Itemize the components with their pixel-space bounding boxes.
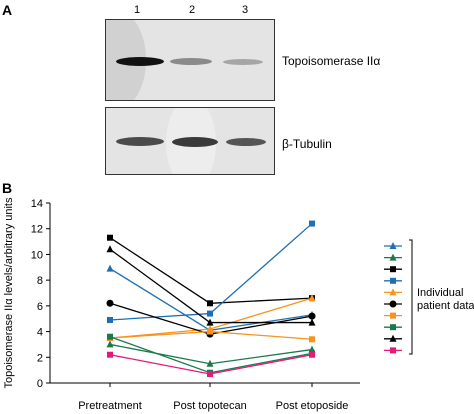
series-4-point (207, 310, 213, 317)
series-1-point (106, 264, 114, 272)
series-7-point (207, 328, 213, 335)
legend-marker-4 (390, 277, 396, 284)
series-3-point (107, 234, 113, 241)
panel-a-label: A (2, 2, 13, 18)
lane-number-1: 1 (133, 4, 141, 16)
topo-band-lane-1 (116, 57, 164, 66)
lane-number-3: 3 (241, 4, 249, 16)
tubulin-label: β-Tubulin (282, 137, 332, 151)
x-category-label: Pretreatment (78, 400, 142, 412)
series-9-point (308, 318, 316, 326)
topoisomerase-blot (105, 19, 275, 101)
legend-marker-7 (390, 312, 396, 319)
y-tick-label: 12 (31, 224, 43, 236)
series-6-point (308, 312, 316, 320)
series-5-point (308, 294, 316, 302)
tubulin-band-lane-3 (226, 138, 266, 146)
legend-marker-10 (390, 347, 396, 354)
y-tick-label: 4 (37, 327, 43, 339)
legend-bracket (409, 239, 413, 355)
series-10-point (309, 351, 315, 358)
series-9-point (106, 245, 114, 253)
topo-band-lane-3 (223, 59, 263, 65)
series-2-point (106, 340, 114, 348)
y-tick-label: 2 (37, 352, 43, 364)
legend-marker-1 (389, 242, 397, 249)
series-10-point (207, 371, 213, 377)
y-tick-label: 10 (31, 249, 43, 261)
y-axis-label: Topoisomerase IIα levels/arbitrary units (3, 197, 15, 388)
y-tick-label: 0 (37, 378, 43, 390)
series-7-point (309, 336, 315, 343)
series-line-8 (109, 336, 313, 374)
legend-marker-8 (390, 324, 396, 331)
legend-marker-6 (389, 300, 397, 308)
y-tick-label: 6 (37, 301, 43, 313)
tubulin-band-lane-1 (116, 137, 164, 146)
legend-marker-3 (390, 266, 396, 273)
tubulin-band-lane-2 (172, 137, 218, 147)
tubulin-blot (105, 107, 275, 175)
topo-band-lane-2 (170, 58, 212, 65)
legend-label: Individual patient data (417, 287, 474, 312)
series-6-point (106, 299, 114, 307)
series-8-point (107, 333, 113, 340)
lane-number-2: 2 (188, 4, 196, 16)
x-category-label: Post topotecan (173, 400, 246, 412)
series-9-point (206, 318, 214, 326)
series-4-point (309, 220, 315, 227)
series-10-point (107, 351, 113, 358)
series-line-3 (109, 237, 313, 304)
legend-marker-9 (389, 334, 397, 342)
legend-marker-5 (389, 288, 397, 296)
y-tick-label: 8 (37, 275, 43, 287)
series-3-point (207, 300, 213, 307)
legend-marker-2 (389, 253, 397, 261)
y-tick-label: 14 (31, 198, 43, 210)
x-category-label: Post etoposide (276, 400, 349, 412)
panel-b-label: B (2, 180, 13, 196)
series-4-point (107, 317, 113, 323)
series-2-point (206, 359, 214, 367)
topoisomerase-label: Topoisomerase IIα (282, 54, 381, 68)
